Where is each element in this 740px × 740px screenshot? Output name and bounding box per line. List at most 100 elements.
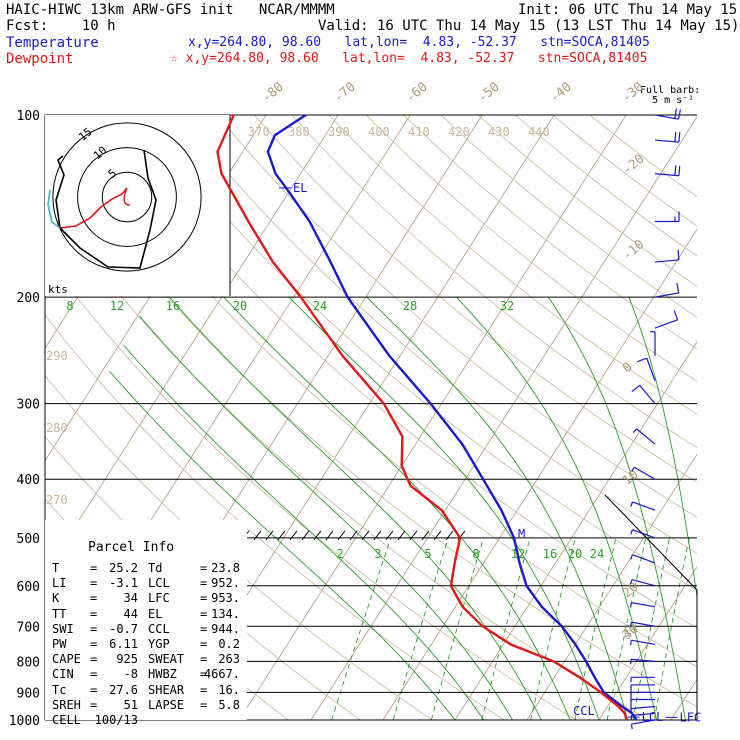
hatch-mark — [397, 530, 406, 541]
wind-barb-flag — [630, 529, 634, 535]
parcel-info-box — [45, 520, 247, 720]
parcel-info-v1-1: -3.1 — [109, 576, 138, 591]
hatch-mark — [289, 530, 298, 541]
mixing-ratio-lines — [331, 537, 690, 720]
dry-adiabat-line — [179, 115, 697, 554]
theta-tick-label: 420 — [448, 125, 470, 139]
pressure-tick-label: 600 — [17, 580, 40, 595]
hatch-mark — [277, 530, 286, 541]
wind-barb-staff — [631, 639, 656, 646]
dry-adiabat-line — [105, 115, 697, 629]
wind-barb-staff — [631, 602, 656, 608]
wind-barb-flag — [673, 310, 679, 321]
wind-barb-staff — [631, 719, 656, 725]
wind-barb-staff — [632, 501, 656, 511]
parcel-info-v1-10: 100/13 — [94, 713, 138, 727]
theta-tick-label: 380 — [288, 125, 310, 139]
wind-barb-staff — [631, 658, 656, 662]
parcel-info-k1-6: CAPE — [52, 652, 81, 667]
wind-barb-staff — [654, 292, 679, 298]
moist-adiabat-tick-label: 28 — [403, 299, 417, 313]
hodograph-ring — [77, 147, 177, 247]
mixing-ratio-tick-label: 2 — [336, 547, 343, 561]
wind-barb-staff — [631, 712, 656, 717]
wind-barb-staff — [631, 578, 656, 587]
dry-adiabat-line — [403, 115, 697, 350]
mixing-ratio-tick-label: 8 — [472, 547, 479, 561]
wind-barb-staff — [636, 428, 656, 445]
hodograph-ring-label: 15 — [76, 125, 95, 143]
wind-barb-scale-note: Full barb: 5 m s⁻¹ — [640, 85, 701, 106]
hatch-mark — [349, 530, 358, 541]
parcel-info-v2-4: 944. — [211, 621, 240, 636]
isotherm-tick-label: -40 — [547, 79, 575, 106]
wind-barb-flag — [632, 428, 638, 433]
dry-adiabat-line — [142, 115, 697, 591]
mixing-ratio-line — [392, 537, 449, 720]
parcel-info-sep: = — [90, 591, 98, 606]
wind-barb-flag — [674, 165, 677, 176]
wind-barb-flag — [678, 132, 681, 143]
dry-adiabat-line — [477, 115, 697, 287]
parcel-info-title: Parcel Info — [88, 540, 175, 555]
isotherm-line — [310, 116, 697, 720]
theta-tick-label: 400 — [368, 125, 390, 139]
moist-adiabat-tick-label: 20 — [233, 299, 247, 313]
legend-temperature-info: x,y=264.80, 98.60 lat,lon= 4.83, -52.37 … — [188, 35, 650, 50]
mixing-ratio-line — [430, 537, 484, 720]
legend-temperature-label: Temperature — [6, 35, 99, 51]
theta-tick-label: 410 — [408, 125, 430, 139]
isotherm-tick-label: -50 — [475, 79, 503, 106]
parcel-info-k2-2: LFC — [148, 591, 170, 606]
parcel-info-v2-8: 16. — [218, 682, 240, 697]
parcel-info-v1-3: 44 — [123, 606, 138, 621]
isotherm-tick-label: -20 — [620, 151, 648, 178]
parcel-info-sep: = — [200, 637, 208, 651]
dry-adiabat-line — [67, 115, 697, 668]
hodograph-trace-cyan — [47, 189, 61, 229]
parcel-info-v2-1: 952. — [211, 576, 240, 591]
mixing-ratio-tick-label: 3 — [374, 547, 381, 561]
wind-barb-staff — [632, 529, 656, 539]
hatch-mark — [385, 530, 394, 541]
isotherm-line — [670, 678, 697, 720]
parcel-info-k1-10: CELL — [52, 713, 81, 727]
wind-barb-staff — [631, 621, 656, 627]
parcel-info-sep: = — [90, 667, 98, 682]
hatch-mark — [253, 530, 262, 541]
mixing-ratio-tick-label: 24 — [590, 547, 604, 561]
theta-tick-label: 430 — [488, 125, 510, 139]
parcel-info-k1-7: CIN — [52, 667, 74, 682]
moist-adiabat-tick-label: 8 — [66, 299, 73, 313]
hatch-mark — [313, 530, 322, 541]
wind-barb-staff — [646, 358, 656, 382]
parcel-info-k2-4: CCL — [148, 621, 170, 636]
header-init-time: Init: 06 UTC Thu 14 May 15 — [518, 2, 738, 18]
level-marker-label: LFC — [679, 710, 701, 724]
mixing-ratio-tick-label: 5 — [424, 547, 431, 561]
hodograph-ring — [101, 171, 153, 223]
parcel-info-sep: = — [90, 576, 98, 591]
dry-adiabat-line — [254, 115, 697, 483]
hodograph-units-label: kts — [48, 283, 68, 296]
mixing-ratio-tick-label: 20 — [568, 547, 582, 561]
hatch-mark — [445, 530, 454, 541]
wind-barb-flag — [629, 579, 633, 585]
hodograph-trace-upper — [55, 149, 157, 269]
sounding-profiles — [216, 113, 638, 721]
parcel-info-k1-5: PW — [52, 637, 67, 651]
dewpoint-profile — [216, 114, 628, 721]
parcel-info-sep: = — [200, 697, 208, 712]
hatch-mark — [409, 530, 418, 541]
hodograph-trace-hook — [123, 187, 131, 206]
legend-dewpoint-info: ☆ x,y=264.80, 98.60 lat,lon= 4.83, -52.3… — [170, 51, 648, 66]
isotherm-line — [598, 566, 697, 720]
moist-adiabat-tick-label: 24 — [313, 299, 327, 313]
legend-dewpoint-label: Dewpoint — [6, 51, 74, 67]
wind-barb-flag — [678, 165, 681, 176]
moist-adiabat-line — [123, 344, 485, 720]
wind-barb-flag — [630, 724, 633, 730]
parcel-info-k1-1: LI — [52, 576, 67, 591]
parcel-info-sep: = — [200, 682, 208, 697]
